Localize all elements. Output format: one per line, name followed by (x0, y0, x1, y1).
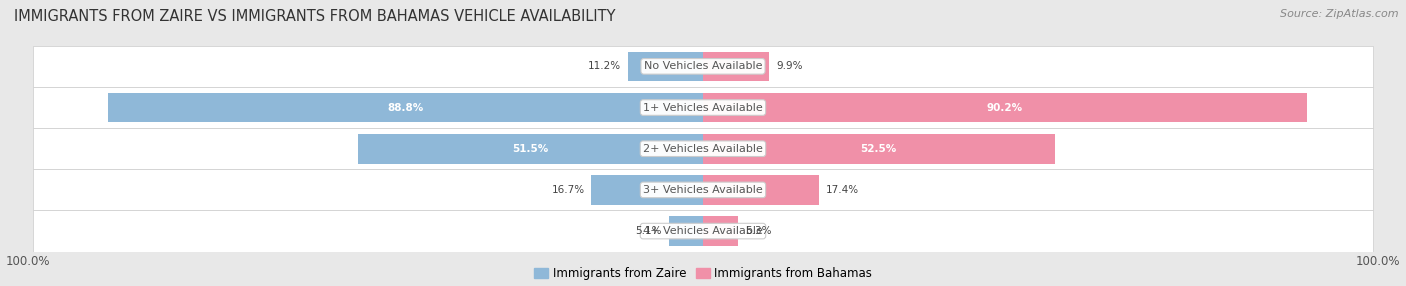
Bar (591, 175, 703, 205)
Text: 51.5%: 51.5% (512, 144, 548, 154)
Text: 52.5%: 52.5% (860, 144, 897, 154)
Text: 5.1%: 5.1% (636, 226, 662, 236)
Text: Source: ZipAtlas.com: Source: ZipAtlas.com (1281, 9, 1399, 19)
Text: No Vehicles Available: No Vehicles Available (644, 61, 762, 71)
Bar (34, 87, 1372, 128)
Text: IMMIGRANTS FROM ZAIRE VS IMMIGRANTS FROM BAHAMAS VEHICLE AVAILABILITY: IMMIGRANTS FROM ZAIRE VS IMMIGRANTS FROM… (14, 9, 616, 23)
Bar (703, 175, 820, 205)
Bar (703, 216, 738, 246)
Text: 88.8%: 88.8% (388, 103, 423, 112)
Bar (34, 210, 1372, 252)
Bar (669, 216, 703, 246)
Text: 3+ Vehicles Available: 3+ Vehicles Available (643, 185, 763, 195)
Bar (34, 46, 1372, 87)
Bar (703, 134, 1054, 164)
Legend: Immigrants from Zaire, Immigrants from Bahamas: Immigrants from Zaire, Immigrants from B… (534, 267, 872, 280)
Bar (628, 51, 703, 81)
Bar (34, 169, 1372, 210)
Text: 11.2%: 11.2% (588, 61, 621, 71)
Text: 16.7%: 16.7% (551, 185, 585, 195)
Bar (108, 93, 703, 122)
Text: 2+ Vehicles Available: 2+ Vehicles Available (643, 144, 763, 154)
Bar (359, 134, 703, 164)
Text: 100.0%: 100.0% (1355, 255, 1400, 267)
Text: 9.9%: 9.9% (776, 61, 803, 71)
Text: 5.3%: 5.3% (745, 226, 772, 236)
Bar (703, 51, 769, 81)
Text: 4+ Vehicles Available: 4+ Vehicles Available (643, 226, 763, 236)
Text: 100.0%: 100.0% (6, 255, 51, 267)
Text: 17.4%: 17.4% (827, 185, 859, 195)
Text: 1+ Vehicles Available: 1+ Vehicles Available (643, 103, 763, 112)
Bar (703, 93, 1308, 122)
Text: 90.2%: 90.2% (987, 103, 1024, 112)
Bar (34, 128, 1372, 169)
